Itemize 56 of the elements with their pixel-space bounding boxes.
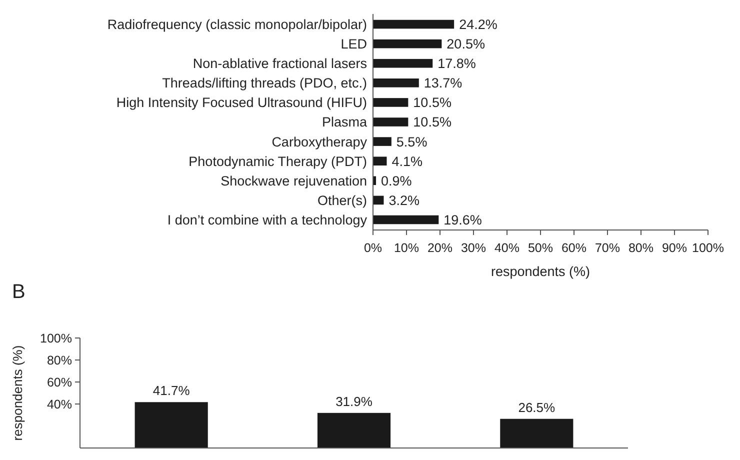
y-tick-label: Threads/lifting threads (PDO, etc.) bbox=[162, 76, 367, 91]
y-tick-label: Other(s) bbox=[317, 192, 367, 208]
y-tick-label: 80% bbox=[46, 353, 72, 368]
data-label: 5.5% bbox=[396, 134, 428, 150]
data-label: 0.9% bbox=[381, 173, 412, 188]
x-tick-label: 0% bbox=[364, 241, 382, 255]
data-label: 10.5% bbox=[413, 114, 452, 130]
x-tick-label: 50% bbox=[528, 241, 554, 255]
x-tick-label: 40% bbox=[494, 241, 520, 255]
x-axis-title: respondents (%) bbox=[490, 264, 590, 279]
data-label: 26.5% bbox=[518, 400, 556, 415]
x-tick-label: 90% bbox=[662, 241, 688, 255]
y-tick-label: Plasma bbox=[322, 114, 368, 130]
data-label: 31.9% bbox=[336, 394, 373, 409]
data-label: 4.1% bbox=[392, 154, 423, 169]
x-tick-label: 80% bbox=[628, 241, 654, 255]
y-tick-label: Photodynamic Therapy (PDT) bbox=[188, 154, 367, 169]
data-label: 24.2% bbox=[459, 16, 498, 32]
y-tick-label: Carboxytherapy bbox=[272, 134, 368, 150]
bar bbox=[373, 58, 433, 68]
bar bbox=[373, 20, 454, 29]
x-tick-label: 10% bbox=[394, 241, 420, 255]
bar bbox=[373, 156, 387, 166]
bar bbox=[373, 78, 419, 88]
bar bbox=[373, 215, 439, 224]
data-label: 13.7% bbox=[424, 76, 462, 91]
y-tick-label: Shockwave rejuvenation bbox=[220, 173, 367, 188]
data-label: 41.7% bbox=[152, 383, 190, 398]
y-tick-label: Radiofrequency (classic monopolar/bipolar) bbox=[107, 16, 367, 32]
y-tick-label: LED bbox=[340, 36, 368, 52]
data-label: 10.5% bbox=[413, 95, 452, 110]
y-tick-label: 60% bbox=[46, 375, 72, 390]
bar bbox=[373, 98, 408, 107]
bar bbox=[373, 118, 408, 126]
y-tick-label: I don’t combine with a technology bbox=[167, 212, 368, 228]
bar bbox=[373, 196, 384, 205]
data-label: 17.8% bbox=[438, 56, 476, 72]
y-tick-label: 100% bbox=[40, 331, 72, 346]
bar bbox=[317, 412, 391, 448]
bar bbox=[373, 137, 392, 146]
bar bbox=[134, 402, 208, 448]
x-tick-label: 70% bbox=[594, 241, 620, 255]
bar bbox=[373, 39, 442, 48]
data-label: 19.6% bbox=[444, 212, 482, 228]
y-tick-label: 40% bbox=[46, 397, 72, 412]
x-tick-label: 20% bbox=[427, 241, 453, 255]
y-axis-title: respondents (%) bbox=[10, 345, 25, 441]
text: B bbox=[12, 281, 26, 303]
data-label: 20.5% bbox=[446, 36, 485, 52]
x-tick-label: 60% bbox=[561, 241, 587, 255]
y-tick-label: Non-ablative fractional lasers bbox=[192, 56, 368, 72]
y-tick-label: High Intensity Focused Ultrasound (HIFU) bbox=[116, 95, 367, 110]
x-tick-label: 100% bbox=[692, 241, 724, 255]
bar bbox=[500, 418, 574, 448]
x-tick-label: 30% bbox=[460, 241, 486, 255]
data-label: 3.2% bbox=[388, 192, 420, 208]
